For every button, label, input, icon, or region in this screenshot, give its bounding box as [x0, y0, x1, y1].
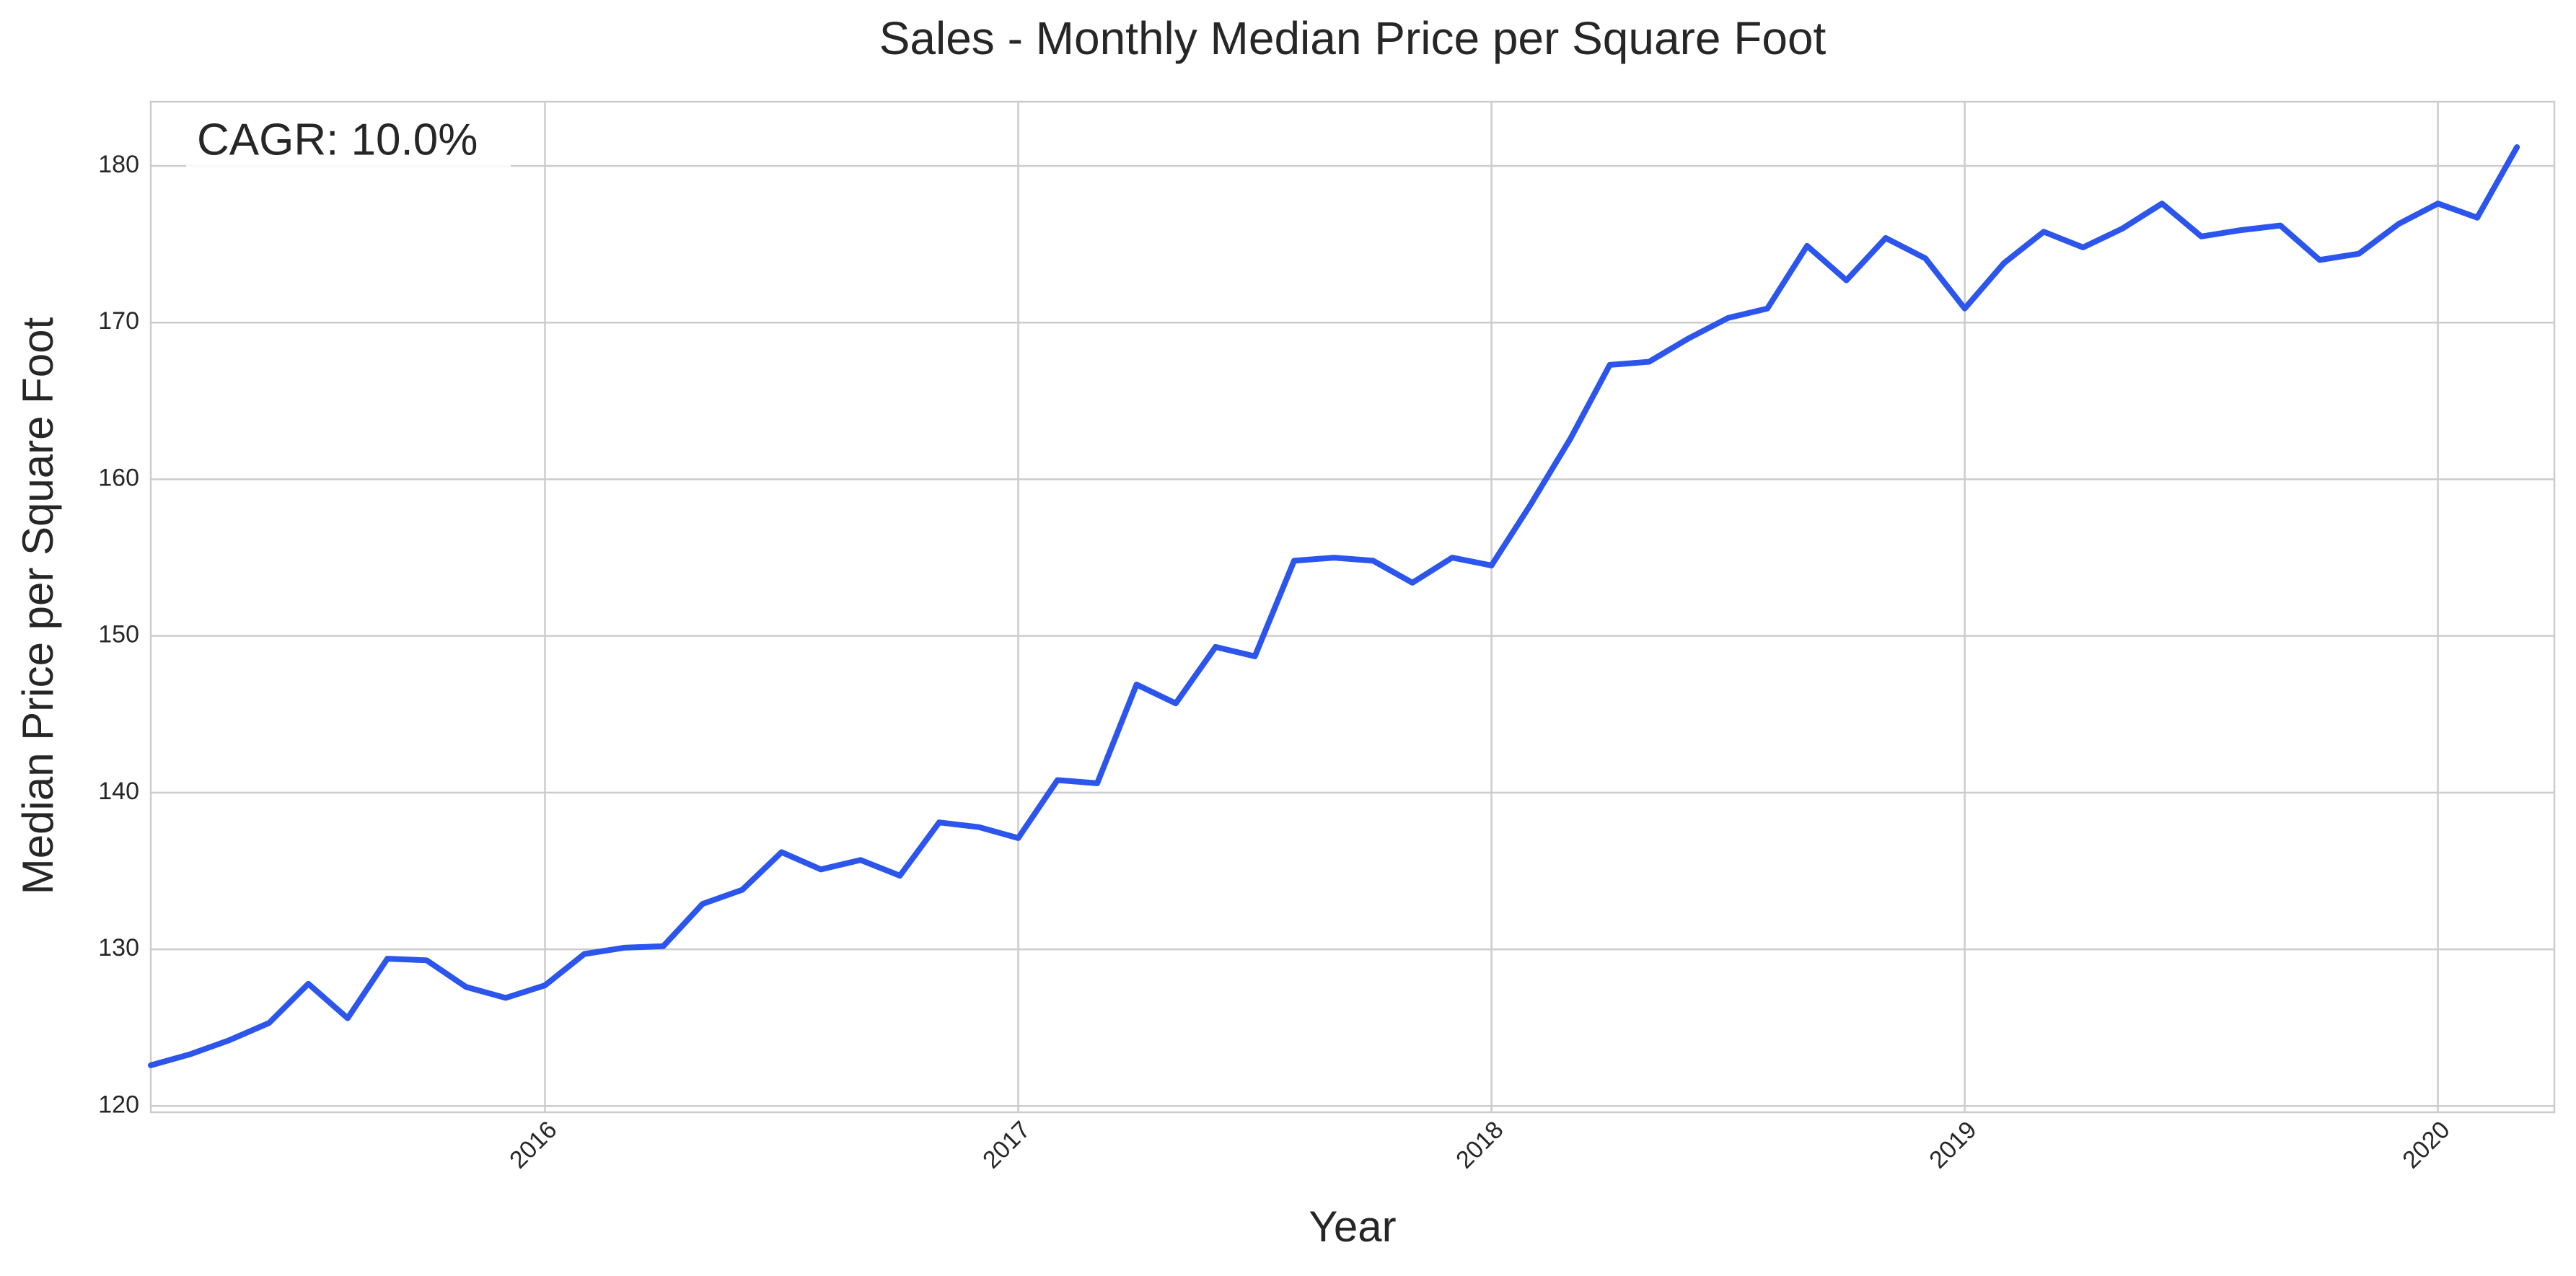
- annotation: CAGR: 10.0%: [197, 115, 478, 164]
- y-tick-label: 160: [98, 464, 139, 491]
- y-tick-label: 170: [98, 307, 139, 335]
- plot-area: [149, 100, 2556, 1114]
- y-tick-label: 140: [98, 778, 139, 805]
- y-axis-label: Median Price per Square Foot: [14, 317, 62, 894]
- y-tick-label: 180: [98, 151, 139, 178]
- chart-title: Sales - Monthly Median Price per Square …: [879, 12, 1827, 64]
- y-tick-label: 130: [98, 934, 139, 962]
- x-axis-label: Year: [1309, 1202, 1396, 1251]
- data-line: [148, 144, 2520, 1068]
- y-tick-label: 120: [98, 1091, 139, 1118]
- annotation-box: [186, 112, 511, 171]
- y-tick-label: 150: [98, 621, 139, 648]
